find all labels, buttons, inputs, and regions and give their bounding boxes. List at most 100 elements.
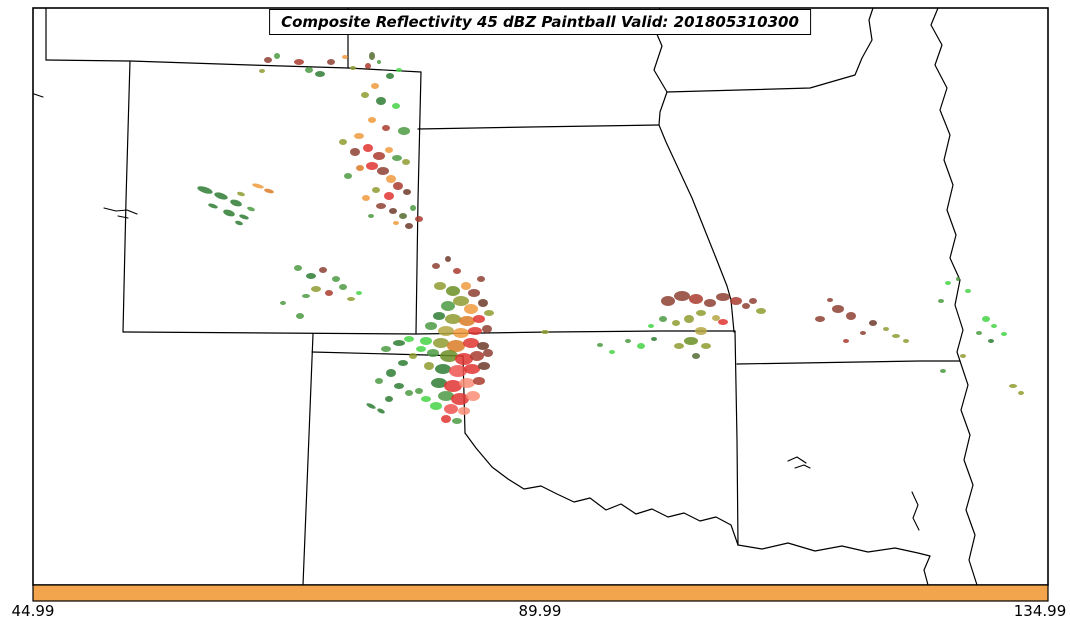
paintball-blob	[441, 415, 451, 423]
paintball-blob	[455, 353, 473, 365]
state-border-line	[923, 555, 931, 586]
paintball-blob	[441, 301, 455, 311]
paintball-blob	[294, 59, 304, 65]
paintball-blob	[463, 338, 479, 348]
paintball-blob	[434, 282, 446, 290]
paintball-blob	[294, 265, 302, 271]
paintball-blob	[945, 281, 951, 285]
paintball-blob	[393, 221, 399, 225]
paintball-blob	[1001, 332, 1007, 336]
paintball-blob	[404, 336, 414, 342]
paintball-blob	[420, 337, 432, 345]
paintball-blob	[368, 117, 376, 123]
paintball-blob	[988, 339, 994, 343]
colorbar	[32, 584, 1049, 602]
paintball-blob	[389, 208, 397, 214]
paintball-blob	[208, 203, 218, 209]
x-axis-tick-right: 134.99	[1013, 602, 1067, 620]
paintball-blob	[432, 263, 440, 269]
paintball-blob	[421, 396, 431, 402]
paintball-blob	[403, 189, 411, 195]
paintball-blob	[431, 378, 447, 388]
state-border-line	[652, 7, 735, 333]
paintball-blob	[464, 304, 478, 314]
paintball-blob	[597, 343, 603, 347]
state-border-line	[734, 330, 739, 546]
paintball-blob	[398, 127, 410, 135]
paintball-blob	[815, 316, 825, 322]
paintball-blob	[982, 316, 990, 322]
paintball-blob	[315, 71, 325, 77]
state-border-line	[736, 360, 961, 365]
paintball-blob	[466, 391, 480, 401]
paintball-blob	[672, 320, 680, 326]
paintball-blob	[478, 362, 490, 370]
paintball-blob	[468, 289, 480, 297]
paintball-blob	[386, 175, 396, 183]
plot-title: Composite Reflectivity 45 dBZ Paintball …	[269, 9, 811, 35]
paintball-blob	[453, 296, 469, 306]
paintball-blob	[684, 315, 694, 323]
paintball-blob	[415, 388, 423, 394]
paintball-blob	[832, 305, 844, 313]
paintball-blob	[445, 314, 461, 324]
paintball-blob	[609, 350, 615, 354]
paintball-blob	[392, 103, 400, 109]
paintball-blob	[372, 187, 380, 193]
paintball-blob	[342, 55, 348, 59]
paintball-blob	[252, 183, 264, 189]
paintball-blob	[354, 133, 364, 139]
paintball-blob	[453, 268, 461, 274]
paintball-blob	[427, 349, 439, 357]
paintball-blob	[392, 155, 402, 161]
paintball-blob	[393, 182, 403, 190]
paintball-blob	[445, 256, 451, 262]
paintball-blob	[375, 378, 383, 384]
paintball-blob	[440, 350, 458, 362]
paintball-blob	[377, 408, 385, 414]
paintball-blob	[362, 195, 370, 201]
paintball-blob	[425, 322, 437, 330]
paintball-blob	[416, 346, 426, 352]
paintball-blob	[468, 327, 482, 335]
paintball-blob	[382, 125, 390, 131]
paintball-blob	[696, 310, 706, 316]
paintball-blob	[409, 353, 417, 359]
paintball-blob	[444, 404, 458, 414]
paintball-blob	[716, 293, 730, 301]
paintball-blob	[483, 349, 493, 357]
paintball-blob	[692, 353, 700, 359]
paintball-blob	[430, 402, 442, 410]
map-background	[33, 8, 1048, 585]
paintball-blob	[684, 337, 698, 345]
x-axis-tick-left: 44.99	[11, 602, 55, 620]
paintball-blob	[361, 92, 369, 98]
paintball-blob	[381, 346, 391, 352]
paintball-blob	[478, 299, 488, 307]
paintball-blob	[712, 315, 720, 321]
paintball-blob	[892, 334, 900, 338]
paintball-blob	[651, 337, 657, 341]
paintball-blobs	[197, 52, 1024, 424]
paintball-blob	[197, 186, 213, 194]
paintball-blob	[311, 286, 321, 292]
paintball-blob	[214, 192, 228, 200]
paintball-blob	[396, 68, 402, 72]
paintball-blob	[637, 343, 645, 349]
paintball-blob	[541, 330, 549, 334]
paintball-blob	[332, 276, 340, 282]
state-border-line	[417, 124, 660, 130]
paintball-blob	[394, 383, 404, 389]
state-border-line	[122, 60, 131, 333]
paintball-blob	[674, 291, 690, 301]
paintball-blob	[402, 159, 410, 165]
paintball-blob	[247, 206, 255, 212]
paintball-blob	[701, 343, 711, 349]
paintball-blob	[264, 57, 272, 63]
paintball-blob	[230, 199, 242, 207]
paintball-blob	[339, 139, 347, 145]
paintball-blob	[473, 315, 485, 323]
paintball-blob	[386, 73, 394, 79]
paintball-blob	[625, 339, 631, 343]
paintball-blob	[305, 67, 313, 73]
